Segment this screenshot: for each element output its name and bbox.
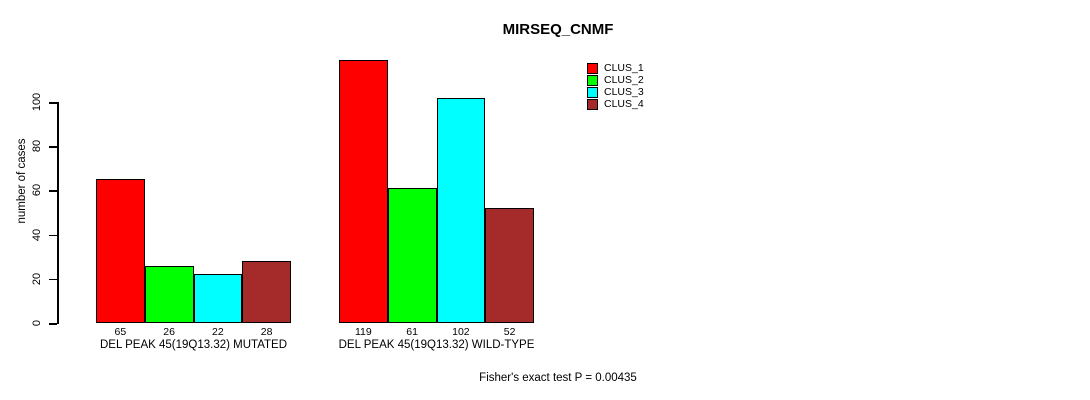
y-tick [49,234,57,237]
bar-value-label: 61 [406,326,418,338]
bar-value-label: 52 [503,326,516,338]
y-tick [49,190,57,192]
legend-label: CLUS_1 [604,62,644,75]
bar-value-label: 26 [163,326,175,338]
bar-value-label: 65 [114,326,127,338]
fisher-test-annotation: Fisher's exact test P = 0.00435 [479,372,637,384]
legend-item: CLUS_3 [587,87,644,99]
y-tick [49,323,57,325]
bar-value-label: 22 [212,326,224,338]
y-tick [49,278,57,281]
bar-clus_2 [387,188,437,323]
bar-clus_1 [96,179,145,323]
legend-label: CLUS_3 [604,86,644,99]
legend-label: CLUS_4 [604,98,644,111]
legend-label: CLUS_2 [604,74,644,87]
legend-swatch [587,63,598,75]
chart-title: MIRSEQ_CNMF [502,21,614,38]
legend-item: CLUS_4 [587,99,644,111]
y-axis-line [57,102,59,324]
y-tick [49,146,57,148]
legend: CLUS_1 CLUS_2 CLUS_3 CLUS_4 [587,63,644,111]
bar-clus_1 [339,60,388,323]
bar-value-label: 28 [260,326,273,338]
bar-clus_2 [144,265,194,323]
bar-clus_3 [193,274,243,323]
y-tick-label: 0 [31,319,43,327]
legend-swatch [587,87,598,99]
y-axis-label: number of cases [16,138,28,224]
y-tick-label: 60 [31,184,43,197]
legend-item: CLUS_2 [587,75,644,87]
category-label: DEL PEAK 45(19Q13.32) WILD-TYPE [338,339,535,351]
y-tick [49,102,57,104]
category-label: DEL PEAK 45(19Q13.32) MUTATED [99,339,288,351]
legend-item: CLUS_1 [587,63,644,75]
bar-clus_3 [436,97,486,323]
bar-clus_4 [242,261,291,323]
bar-clus_4 [485,208,534,323]
legend-swatch [587,99,598,111]
bar-value-label: 102 [452,326,470,338]
y-tick-label: 80 [31,140,43,153]
y-tick-label: 100 [31,92,43,112]
y-tick-label: 20 [31,272,43,285]
bar-value-label: 119 [355,326,372,338]
y-tick-label: 40 [31,228,43,241]
legend-swatch [587,75,598,87]
